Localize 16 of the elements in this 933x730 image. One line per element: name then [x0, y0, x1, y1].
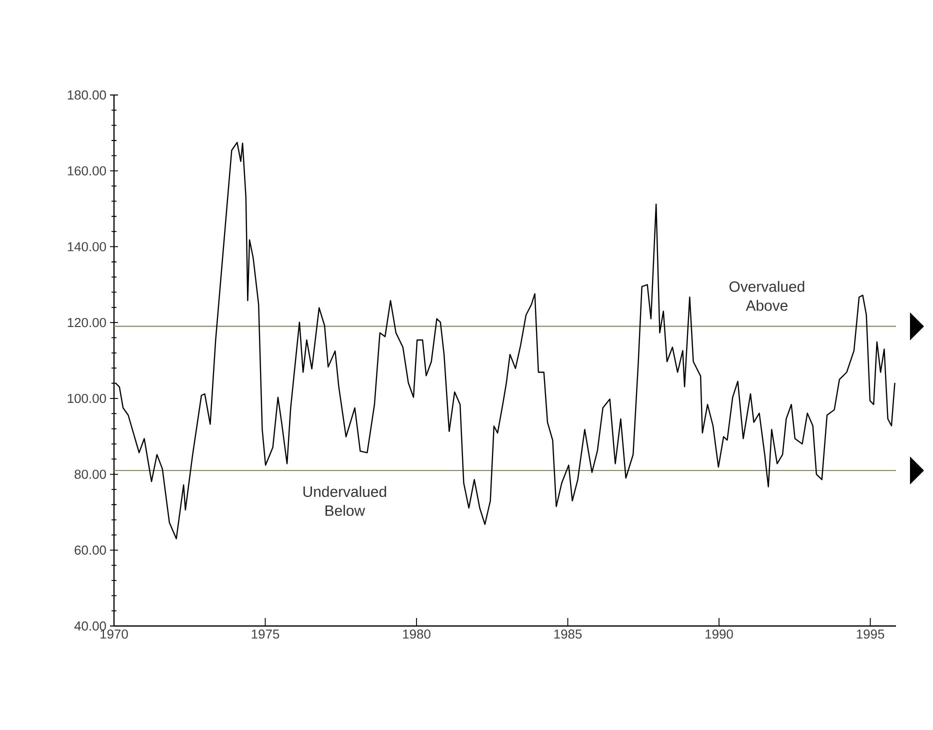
- ref-line-label: Undervalued Below: [303, 486, 386, 516]
- y-tick-label: 80.00: [74, 470, 106, 479]
- x-tick-label: 1990: [706, 630, 733, 639]
- y-tick-label: 100.00: [68, 394, 106, 404]
- x-tick-label: 1985: [554, 630, 582, 639]
- x-tick-label: 1980: [403, 630, 430, 639]
- y-tick-label: 160.00: [68, 166, 106, 176]
- ref-line-label: Overvalued Above: [729, 280, 804, 311]
- y-tick-label: 60.00: [74, 546, 106, 555]
- x-tick-label: 1975: [252, 630, 280, 639]
- x-tick-label: 1995: [856, 630, 884, 639]
- y-tick-label: 40.00: [74, 621, 106, 631]
- y-tick-label: 180.00: [68, 90, 106, 100]
- y-tick-label: 140.00: [68, 242, 106, 252]
- y-tick-label: 120.00: [68, 318, 106, 328]
- x-tick-label: 1970: [100, 630, 128, 639]
